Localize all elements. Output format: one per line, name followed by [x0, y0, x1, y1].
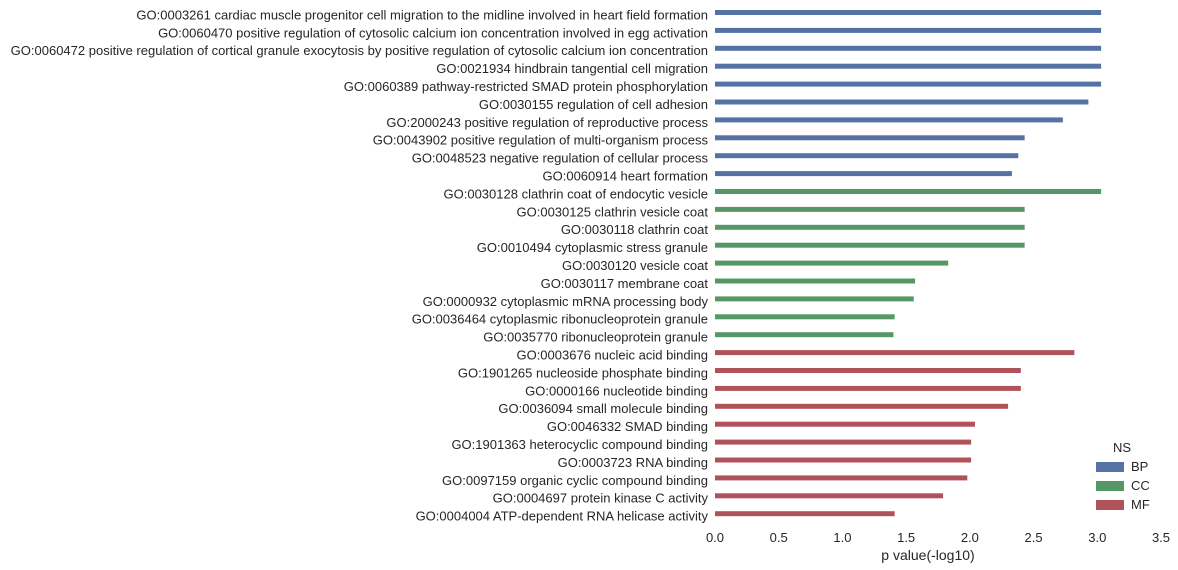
y-tick-label: GO:0003261 cardiac muscle progenitor cel…	[136, 7, 708, 22]
y-tick-label: GO:0030118 clathrin coat	[561, 222, 709, 237]
legend-swatch	[1096, 500, 1124, 510]
y-tick-label: GO:2000243 positive regulation of reprod…	[386, 115, 708, 130]
bar	[715, 99, 1089, 105]
x-tick-label: 3.0	[1088, 530, 1106, 545]
legend-swatch	[1096, 481, 1124, 491]
bar	[715, 403, 1009, 409]
bar	[715, 117, 1063, 123]
x-tick-label: 2.5	[1025, 530, 1043, 545]
y-tick-label: GO:0043902 positive regulation of multi-…	[373, 133, 709, 148]
y-tick-label: GO:0060472 positive regulation of cortic…	[11, 43, 708, 58]
y-tick-label: GO:0010494 cytoplasmic stress granule	[477, 240, 708, 255]
bar	[715, 224, 1025, 230]
y-tick-label: GO:0030155 regulation of cell adhesion	[479, 97, 708, 112]
x-tick-label: 3.5	[1152, 530, 1170, 545]
y-tick-label: GO:0060389 pathway-restricted SMAD prote…	[344, 79, 708, 94]
bar	[715, 10, 1102, 15]
y-tick-label: GO:0060914 heart formation	[543, 169, 709, 184]
bar	[715, 493, 944, 499]
y-tick-label: GO:0003723 RNA binding	[558, 455, 708, 470]
bar	[715, 475, 968, 481]
bar	[715, 368, 1021, 373]
bars-group	[715, 10, 1102, 517]
y-tick-label: GO:0060470 positive regulation of cytoso…	[158, 25, 708, 40]
x-tick-label: 0.0	[706, 530, 724, 545]
bar	[715, 189, 1102, 194]
bar	[715, 260, 949, 266]
y-tick-label: GO:0036464 cytoplasmic ribonucleoprotein…	[412, 312, 708, 327]
bar	[715, 153, 1019, 159]
bar	[715, 206, 1025, 212]
legend-label: MF	[1131, 497, 1150, 512]
bar	[715, 45, 1102, 51]
bar	[715, 385, 1021, 391]
y-tick-label: GO:0048523 negative regulation of cellul…	[412, 151, 709, 166]
bar	[715, 27, 1102, 33]
bar	[715, 63, 1102, 69]
y-tick-label: GO:0030120 vesicle coat	[562, 258, 708, 273]
y-labels-group: GO:0003261 cardiac muscle progenitor cel…	[11, 7, 709, 523]
bar	[715, 171, 1012, 177]
y-tick-label: GO:0030117 membrane coat	[541, 276, 709, 291]
x-ticks-group: 0.0 0.5 1.0 1.5 2.0 2.5 3.0 3.5	[706, 530, 1170, 545]
y-tick-label: GO:0035770 ribonucleoprotein granule	[483, 330, 708, 345]
legend-title: NS	[1113, 440, 1131, 455]
x-tick-label: 1.5	[897, 530, 915, 545]
y-tick-label: GO:1901363 heterocyclic compound binding	[451, 437, 708, 452]
y-tick-label: GO:0004004 ATP-dependent RNA helicase ac…	[416, 509, 709, 524]
y-tick-label: GO:0097159 organic cyclic compound bindi…	[442, 473, 708, 488]
x-tick-label: 0.5	[770, 530, 788, 545]
y-tick-label: GO:0030125 clathrin vesicle coat	[517, 204, 709, 219]
bar	[715, 296, 914, 302]
y-tick-label: GO:0036094 small molecule binding	[498, 401, 708, 416]
bar	[715, 135, 1025, 141]
y-tick-label: GO:0000166 nucleotide binding	[525, 383, 708, 398]
y-tick-label: GO:0030128 clathrin coat of endocytic ve…	[444, 186, 708, 201]
x-axis-title: p value(-log10)	[881, 547, 974, 563]
bar	[715, 421, 975, 427]
y-tick-label: GO:0004697 protein kinase C activity	[493, 491, 709, 506]
bar	[715, 439, 972, 445]
y-tick-label: GO:0003676 nucleic acid binding	[516, 348, 708, 363]
y-tick-label: GO:1901265 nucleoside phosphate binding	[458, 365, 708, 380]
bar	[715, 332, 894, 338]
y-tick-label: GO:0046332 SMAD binding	[547, 419, 708, 434]
bar	[715, 242, 1025, 248]
legend: NS BP CC MF	[1096, 440, 1150, 512]
bar	[715, 278, 916, 284]
x-tick-label: 1.0	[833, 530, 851, 545]
legend-label: CC	[1131, 478, 1150, 493]
y-tick-label: GO:0000932 cytoplasmic mRNA processing b…	[423, 294, 709, 309]
x-tick-label: 2.0	[961, 530, 979, 545]
bar	[715, 457, 972, 463]
bar	[715, 314, 895, 320]
bar	[715, 511, 895, 517]
legend-label: BP	[1131, 459, 1148, 474]
y-tick-label: GO:0021934 hindbrain tangential cell mig…	[436, 61, 708, 76]
legend-swatch	[1096, 462, 1124, 472]
bar	[715, 350, 1075, 356]
bar	[715, 81, 1102, 87]
